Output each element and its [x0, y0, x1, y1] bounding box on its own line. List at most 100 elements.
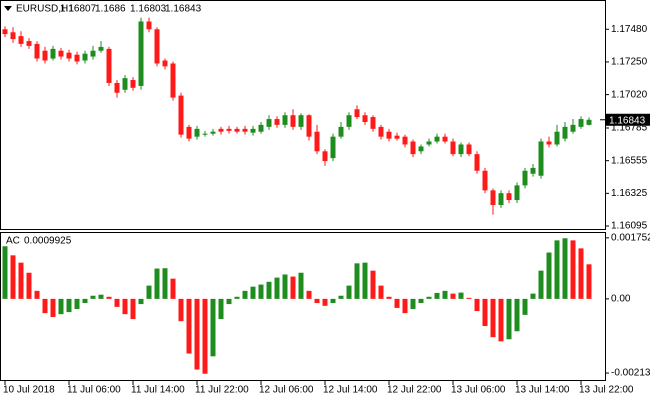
candle-body	[514, 185, 520, 201]
candle-body	[338, 126, 344, 137]
histogram-bar	[322, 298, 328, 306]
candle-body	[562, 126, 568, 139]
histogram-bar	[122, 298, 128, 315]
y-tick-label: 1.17250	[611, 57, 648, 68]
candle-body	[570, 124, 576, 132]
candle-body	[210, 131, 216, 134]
candle-body	[554, 131, 560, 145]
histogram-bar	[114, 298, 120, 307]
histogram-bar	[538, 270, 544, 299]
candle-body	[346, 115, 352, 127]
header-high: 1.1686	[95, 4, 126, 15]
candle-body	[546, 141, 552, 145]
histogram-bar	[50, 298, 56, 317]
candle-body	[290, 115, 296, 127]
candle-body	[450, 141, 456, 155]
candle-body	[250, 128, 256, 133]
candle-body	[122, 78, 128, 90]
histogram-bar	[250, 286, 256, 299]
indicator-value: 0.0009925	[24, 236, 72, 247]
histogram-bar	[578, 248, 584, 299]
histogram-bar	[482, 298, 488, 327]
candle-body	[50, 48, 56, 59]
candle-body	[18, 36, 24, 44]
histogram-bar	[178, 298, 184, 322]
histogram-bar	[210, 298, 216, 357]
candle-body	[178, 95, 184, 135]
histogram-bar	[346, 285, 352, 299]
candle-body	[322, 151, 328, 162]
candle-body	[194, 128, 200, 137]
candle-body	[362, 115, 368, 123]
histogram-bar	[410, 298, 416, 309]
candle-body	[26, 41, 32, 46]
candle-body	[154, 29, 160, 64]
y-tick-label: 1.17480	[611, 24, 648, 35]
candle-body	[218, 128, 224, 132]
candle-body	[418, 146, 424, 152]
candle-body	[394, 135, 400, 139]
candle-body	[306, 115, 312, 137]
candle-body	[370, 117, 376, 129]
histogram-bar	[90, 295, 96, 299]
histogram-bar	[18, 262, 24, 299]
histogram-bar	[378, 285, 384, 299]
candle-body	[442, 136, 448, 142]
candle-body	[106, 48, 112, 83]
candle-body	[226, 128, 232, 131]
histogram-bar	[386, 296, 392, 299]
histogram-bar	[234, 296, 240, 299]
histogram-bar	[450, 293, 456, 299]
histogram-bar	[154, 268, 160, 299]
candle-body	[434, 136, 440, 142]
candle-body	[298, 115, 304, 127]
candle-body	[498, 193, 504, 205]
candle-body	[506, 193, 512, 201]
candle-body	[458, 144, 464, 155]
histogram-bar	[282, 274, 288, 299]
histogram-bar	[474, 298, 480, 312]
histogram-bar	[226, 298, 232, 305]
histogram-bar	[522, 298, 528, 315]
candle-body	[234, 128, 240, 132]
histogram-bar	[298, 272, 304, 299]
candle-body	[98, 46, 104, 51]
x-tick-label: 11 Jul 06:00	[67, 385, 121, 396]
candle-body	[386, 131, 392, 139]
candle-body	[114, 82, 120, 93]
histogram-bar	[490, 298, 496, 338]
candle-body	[586, 119, 592, 125]
x-tick-label: 13 Jul 22:00	[579, 385, 634, 396]
histogram-bar	[402, 298, 408, 314]
histogram-bar	[218, 298, 224, 320]
candle-body	[530, 167, 536, 174]
header-low: 1.16803	[130, 4, 167, 15]
histogram-bar	[442, 290, 448, 299]
histogram-bar	[74, 298, 80, 309]
x-tick-label: 13 Jul 14:00	[515, 385, 570, 396]
histogram-bar	[306, 290, 312, 299]
price-panel-frame	[0, 0, 606, 230]
histogram-bar	[274, 277, 280, 299]
histogram-bar	[258, 284, 264, 299]
header-close: 1.16843	[165, 4, 202, 15]
histogram-bar	[434, 292, 440, 299]
candle-body	[202, 133, 208, 135]
histogram-bar	[466, 297, 472, 299]
histogram-bar	[354, 263, 360, 299]
candle-body	[426, 141, 432, 145]
histogram-bar	[26, 272, 32, 299]
y-tick-label: 0.00	[611, 294, 631, 305]
histogram-bar	[554, 240, 560, 299]
candle-body	[466, 144, 472, 155]
y-tick-label: 1.16095	[611, 221, 648, 232]
histogram-bar	[362, 262, 368, 299]
candle-body	[162, 60, 168, 67]
candle-body	[378, 126, 384, 137]
candle-body	[522, 170, 528, 186]
candle-body	[170, 63, 176, 98]
histogram-bar	[42, 298, 48, 314]
panel-menu-icon	[4, 6, 12, 11]
